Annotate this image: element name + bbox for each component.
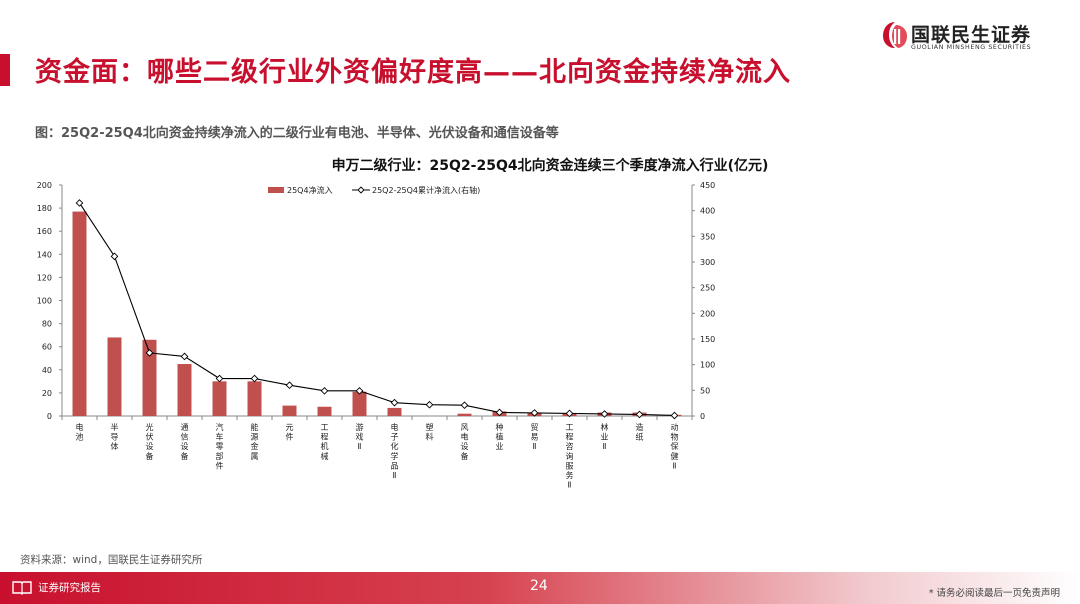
bar	[317, 406, 332, 416]
line-point-marker	[285, 381, 294, 390]
right-tick-label: 0	[700, 412, 705, 421]
left-tick-label: 140	[37, 250, 52, 259]
logo-mark-icon	[883, 22, 907, 48]
line-point-marker	[110, 252, 119, 261]
line-point-marker	[495, 408, 504, 417]
legend-line-label: 25Q2-25Q4累计净流入(右轴)	[372, 185, 480, 195]
footer-report-label: 证券研究报告	[38, 582, 101, 594]
line-point-marker	[180, 352, 189, 361]
left-tick-label: 40	[42, 366, 52, 375]
category-label: 动物保健 Ⅱ	[671, 422, 679, 470]
bar	[107, 337, 122, 416]
bar	[387, 407, 402, 416]
left-tick-label: 20	[42, 389, 52, 398]
category-label: 塑料	[426, 423, 434, 442]
title-accent-bar	[0, 54, 10, 86]
left-tick-label: 80	[42, 320, 52, 329]
category-label: 风电设备	[461, 423, 469, 461]
right-tick-label: 50	[700, 386, 710, 395]
line-point-marker	[530, 409, 539, 417]
category-label: 电池	[76, 422, 84, 442]
category-label: 工程机械	[321, 423, 329, 461]
cumulative-line	[79, 202, 675, 417]
line-point-marker	[215, 374, 224, 383]
company-logo: 国联民生证券 GUOLIAN MINSHENG SECURITIES	[882, 20, 1052, 54]
open-book-icon	[12, 581, 32, 595]
bar	[177, 364, 192, 416]
right-tick-label: 300	[700, 258, 715, 267]
line-point-marker	[75, 199, 84, 207]
line-point-marker	[355, 387, 364, 395]
bar	[72, 211, 87, 416]
category-label: 半导体	[111, 422, 119, 451]
category-label: 光伏设备	[146, 422, 154, 461]
category-label: 林业 Ⅱ	[601, 422, 609, 451]
combo-chart: 0 20 40 60 80 100 120 140 160 180 200 0 50 100 150 200 2…	[37, 181, 716, 490]
left-tick-label: 160	[37, 227, 52, 236]
left-tick-label: 0	[47, 412, 52, 421]
line-point-marker	[460, 401, 469, 410]
left-tick-label: 120	[37, 273, 52, 282]
legend-line-marker	[357, 186, 365, 194]
footer-bar: 证券研究报告 24 * 请务必阅读最后一页免责声明	[0, 572, 1080, 604]
left-tick-label: 60	[42, 343, 52, 352]
right-tick-label: 350	[700, 232, 715, 241]
line-point-marker	[600, 410, 609, 418]
line-point-marker	[320, 387, 329, 395]
bar	[352, 391, 367, 416]
category-label: 通信设备	[181, 422, 189, 461]
line-point-marker	[670, 411, 679, 420]
logo-name-en: GUOLIAN MINSHENG SECURITIES	[911, 44, 1032, 51]
bar	[282, 405, 297, 416]
source-note: 资料来源：wind，国联民生证券研究所	[20, 554, 203, 566]
category-label: 汽车零部件	[216, 422, 224, 470]
right-tick-label: 200	[700, 309, 715, 318]
logo-name-cn: 国联民生证券	[911, 24, 1032, 46]
right-tick-label: 100	[700, 361, 715, 370]
disclaimer-note: * 请务必阅读最后一页免责声明	[928, 588, 1060, 599]
left-tick-label: 100	[37, 297, 52, 306]
chart-title: 申万二级行业：25Q2-25Q4北向资金连续三个季度净流入行业(亿元)	[331, 158, 769, 174]
figure-caption: 图：25Q2-25Q4北向资金持续净流入的二级行业有电池、半导体、光伏设备和通信…	[35, 126, 559, 141]
category-label: 工程咨询服务 Ⅱ	[566, 423, 574, 490]
legend-bar-swatch	[268, 187, 284, 193]
right-tick-label: 450	[700, 181, 715, 190]
line-point-marker	[390, 398, 399, 407]
category-label: 造纸	[636, 422, 644, 442]
right-tick-label: 400	[700, 207, 715, 216]
category-label: 贸易 Ⅱ	[531, 422, 539, 451]
line-point-marker	[635, 410, 644, 419]
category-label: 电子化学品 Ⅱ	[391, 422, 399, 480]
right-tick-label: 150	[700, 335, 715, 344]
bar	[247, 381, 262, 416]
bar	[142, 339, 157, 416]
legend-bar-label: 25Q4净流入	[287, 185, 333, 195]
page-title: 资金面：哪些二级行业外资偏好度高——北向资金持续净流入	[35, 57, 791, 88]
line-point-marker	[425, 400, 434, 409]
category-label: 能源金属	[251, 422, 259, 461]
bar	[212, 381, 227, 416]
category-label: 种植业	[496, 422, 504, 451]
line-point-marker	[145, 349, 154, 357]
left-tick-label: 200	[37, 181, 52, 190]
right-tick-label: 250	[700, 284, 715, 293]
bar	[457, 413, 472, 416]
category-label: 游戏 Ⅱ	[356, 422, 364, 451]
page-number: 24	[530, 578, 548, 594]
line-point-marker	[250, 374, 259, 383]
line-point-marker	[565, 409, 574, 418]
category-label: 元件	[286, 423, 294, 442]
left-tick-label: 180	[37, 204, 52, 213]
